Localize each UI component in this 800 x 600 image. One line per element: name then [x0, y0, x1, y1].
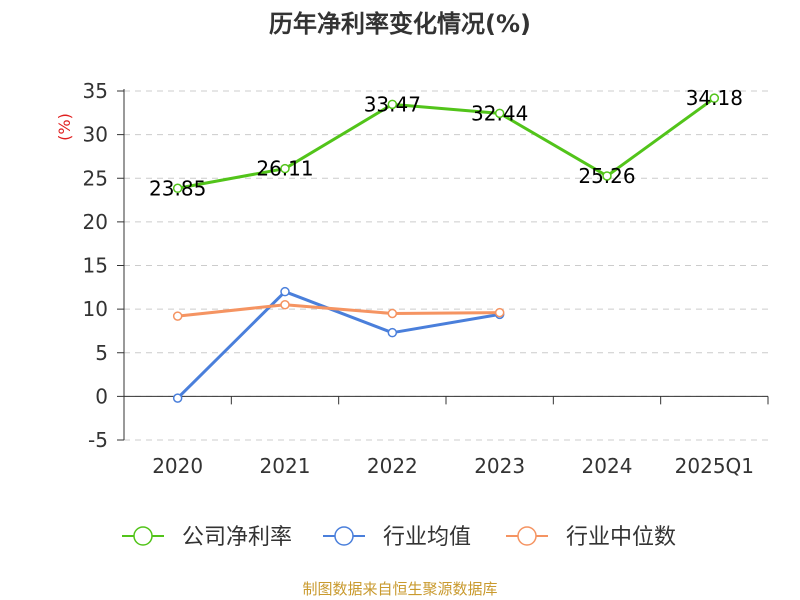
y-tick-label: 30 [83, 123, 108, 147]
x-tick-label: 2023 [474, 454, 525, 478]
y-axis-label: (%) [55, 113, 74, 141]
y-tick-label: 25 [83, 166, 108, 190]
series-line-0 [176, 96, 716, 190]
legend: 公司净利率 行业均值 行业中位数 [122, 525, 676, 550]
data-point [280, 286, 290, 297]
data-point [602, 171, 612, 181]
chart-title: 历年净利率变化情况(%) [269, 10, 531, 38]
data-point [387, 99, 398, 110]
data-point [494, 108, 505, 119]
data-labels: 23.85 26.11 33.47 32.44 25.26 34.18 [149, 86, 743, 200]
data-label: 23.85 [149, 176, 206, 200]
data-point [172, 393, 183, 403]
series-line-1 [176, 290, 502, 400]
data-source-note: 制图数据来自恒生聚源数据库 [302, 580, 498, 598]
data-label: 26.11 [256, 157, 313, 181]
grid-lines [124, 90, 768, 441]
y-tick-label: 15 [83, 254, 108, 278]
y-tick-label: 5 [95, 341, 108, 365]
legend-marker [517, 526, 537, 546]
legend-label: 公司净利率 [182, 525, 292, 550]
series-line-2 [176, 303, 502, 318]
axes: -5 0 5 10 15 20 25 30 35 (%) 2020 2021 2022 2023 2024 2… [55, 79, 769, 478]
x-tick-label: 2025Q1 [675, 454, 754, 478]
x-tick-label: 2021 [260, 454, 311, 478]
y-tick-label: 20 [83, 210, 108, 234]
y-tick-label: 10 [83, 297, 108, 321]
data-point [387, 327, 398, 338]
data-label: 32.44 [471, 101, 528, 125]
data-label: 33.47 [364, 92, 421, 116]
series-lines [172, 93, 720, 403]
data-point [387, 308, 398, 319]
data-point [709, 93, 720, 103]
data-point [280, 300, 290, 310]
y-tick-label: 35 [83, 79, 108, 103]
data-label: 34.18 [686, 86, 743, 110]
y-tick-label: 0 [95, 384, 108, 408]
data-point [172, 183, 183, 194]
legend-marker [133, 526, 153, 546]
data-point [280, 163, 290, 174]
x-tick-label: 2022 [367, 454, 418, 478]
y-tick-label: -5 [88, 428, 108, 452]
data-point [494, 307, 505, 318]
data-point [172, 311, 183, 321]
x-tick-label: 2020 [152, 454, 203, 478]
legend-marker [334, 526, 354, 546]
x-tick-label: 2024 [582, 454, 633, 478]
legend-label: 行业中位数 [566, 525, 676, 550]
data-label: 25.26 [578, 164, 635, 188]
legend-label: 行业均值 [383, 525, 471, 550]
